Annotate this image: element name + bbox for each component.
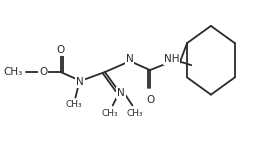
- Text: CH₃: CH₃: [102, 109, 118, 118]
- Text: N: N: [117, 88, 124, 98]
- Text: O: O: [57, 45, 65, 56]
- Text: CH₃: CH₃: [3, 67, 22, 77]
- Text: N: N: [126, 54, 133, 64]
- Text: CH₃: CH₃: [126, 109, 143, 118]
- Text: O: O: [146, 95, 154, 105]
- Text: NH: NH: [164, 54, 179, 64]
- Text: N: N: [76, 77, 84, 87]
- Text: O: O: [39, 67, 47, 77]
- Text: CH₃: CH₃: [65, 100, 82, 109]
